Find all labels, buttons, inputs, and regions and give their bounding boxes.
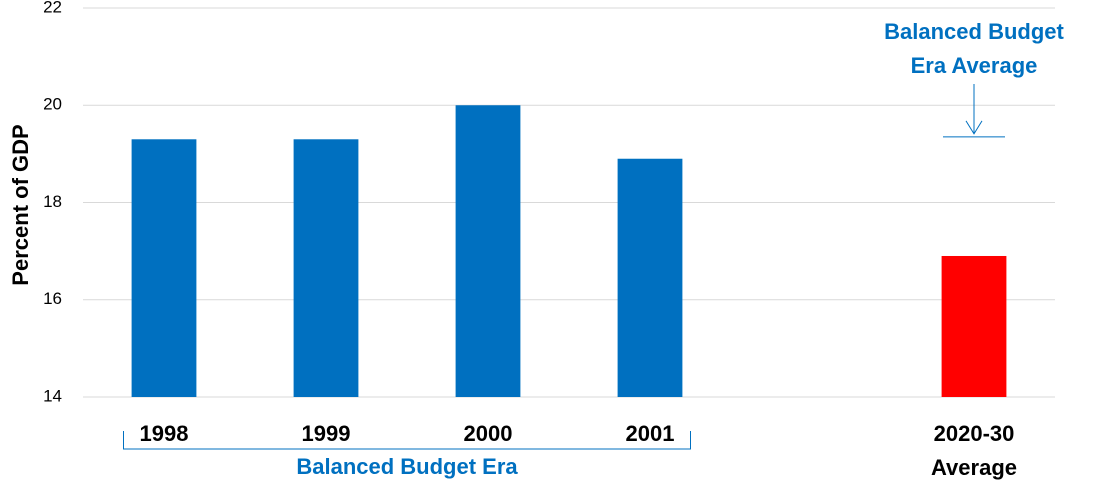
x-tick-label: 2000: [463, 421, 513, 446]
y-axis-label: Percent of GDP: [8, 124, 33, 285]
bar: [131, 139, 197, 397]
bar: [941, 255, 1007, 397]
x-tick-label: 1998: [139, 421, 189, 446]
annotation-arrow: [965, 84, 983, 135]
y-tick-label: 16: [43, 289, 62, 308]
reference-label: Balanced Budget Era Average: [884, 19, 1064, 78]
x-tick-label: 2001: [625, 421, 675, 446]
x-tick-label: 1999: [301, 421, 351, 446]
group-bracket: [123, 431, 691, 450]
y-tick-label: 14: [43, 386, 62, 405]
group-label: Balanced Budget Era: [296, 454, 518, 479]
x-tick-label: 2020-30 Average: [930, 421, 1017, 480]
y-tick-label: 20: [43, 95, 62, 114]
bar: [293, 139, 359, 397]
bar: [455, 105, 521, 397]
bar: [617, 158, 683, 397]
y-tick-label: 18: [43, 192, 62, 211]
y-tick-label: 22: [43, 0, 62, 16]
